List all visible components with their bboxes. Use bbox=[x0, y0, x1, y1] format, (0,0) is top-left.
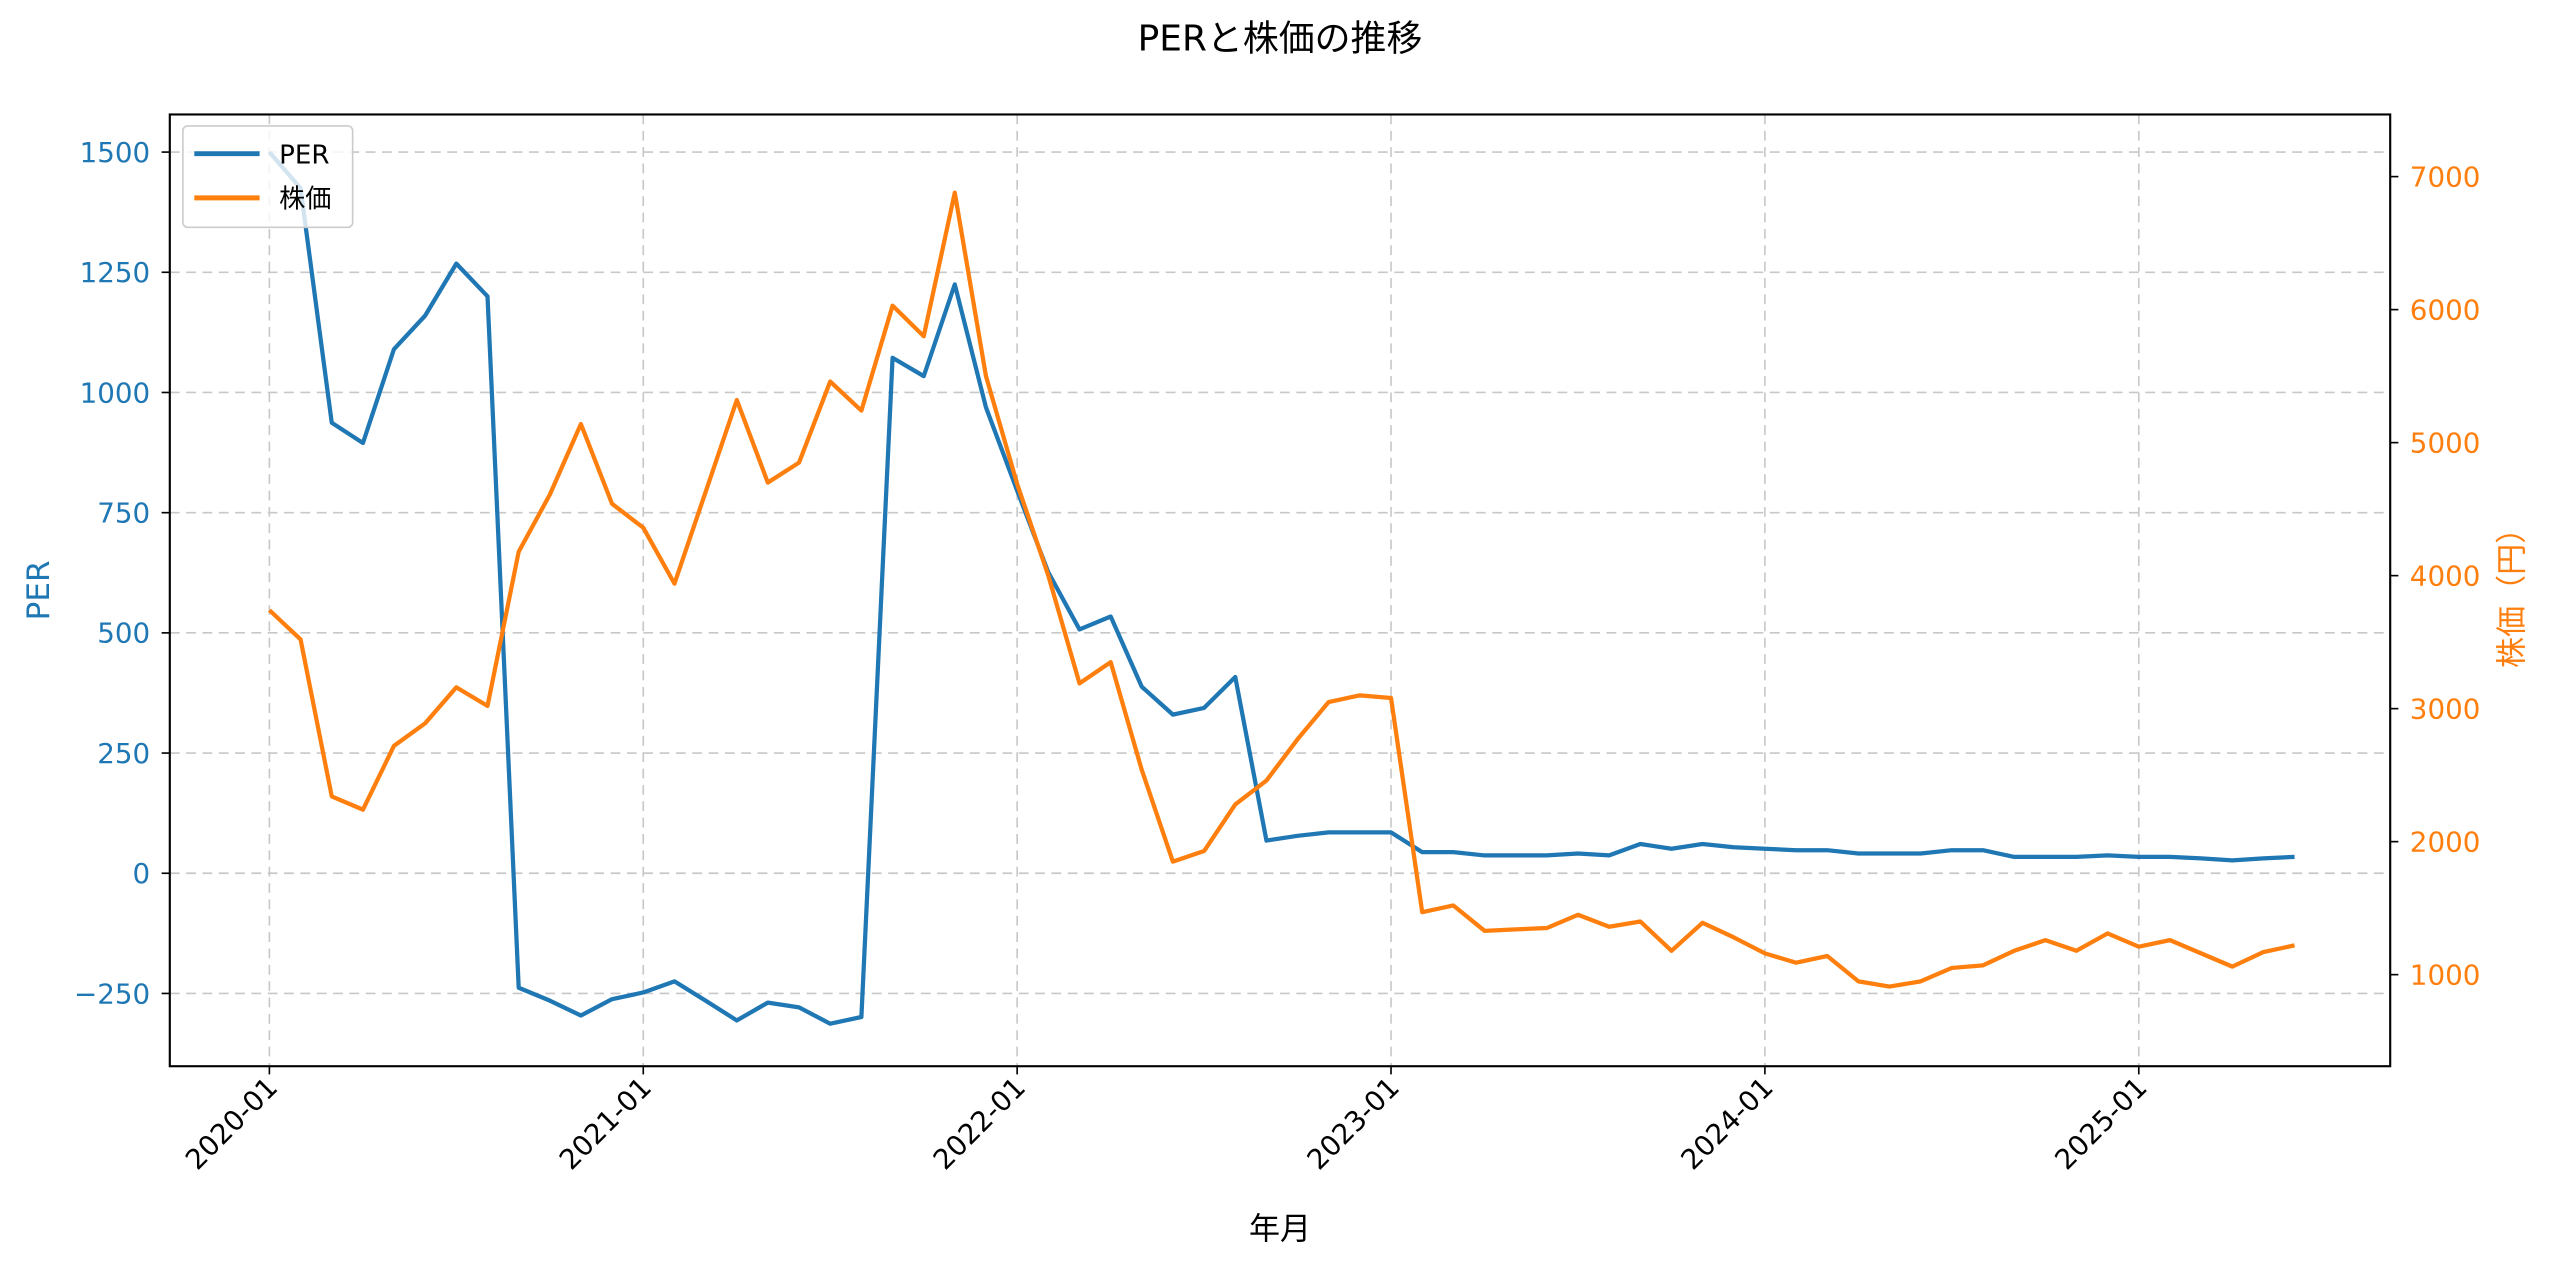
legend: PER 株価 bbox=[182, 125, 354, 229]
right-y-tick-label: 3000 bbox=[2410, 692, 2481, 725]
left-y-tick-label: 250 bbox=[97, 737, 150, 770]
legend-price-label: 株価 bbox=[279, 185, 331, 215]
right-y-axis-ticks: 1000 2000 3000 4000 5000 6000 7000 bbox=[2390, 160, 2480, 991]
left-y-tick-label: 1500 bbox=[80, 136, 151, 169]
left-y-tick-label: 1250 bbox=[80, 256, 151, 289]
left-y-tick-label: 0 bbox=[133, 857, 151, 890]
data-series bbox=[267, 150, 2295, 1026]
right-y-tick-label: 2000 bbox=[2410, 825, 2481, 858]
right-y-axis-label: 株価（円） bbox=[2494, 513, 2530, 668]
right-y-tick-label: 7000 bbox=[2410, 160, 2481, 193]
left-y-tick-label: 750 bbox=[97, 496, 150, 529]
left-y-axis-label: PER bbox=[21, 560, 57, 620]
left-y-tick-label: 500 bbox=[97, 617, 150, 650]
right-y-tick-label: 4000 bbox=[2410, 559, 2481, 592]
legend-per-label: PER bbox=[279, 141, 329, 171]
stock-price-line bbox=[267, 190, 2295, 989]
left-y-tick-label: −250 bbox=[74, 977, 150, 1010]
per-line bbox=[267, 150, 2295, 1026]
right-y-tick-label: 1000 bbox=[2410, 958, 2481, 991]
right-y-tick-label: 6000 bbox=[2410, 293, 2481, 326]
left-y-axis-ticks: −250 0 250 500 750 1000 1250 1500 bbox=[74, 136, 170, 1010]
gridlines bbox=[169, 114, 2391, 1067]
x-axis-label: 年月 bbox=[1249, 1212, 1311, 1248]
right-y-tick-label: 5000 bbox=[2410, 426, 2481, 459]
left-y-tick-label: 1000 bbox=[80, 376, 151, 409]
plot-frame bbox=[168, 113, 2392, 1068]
chart-title: PERと株価の推移 bbox=[1138, 19, 1423, 60]
